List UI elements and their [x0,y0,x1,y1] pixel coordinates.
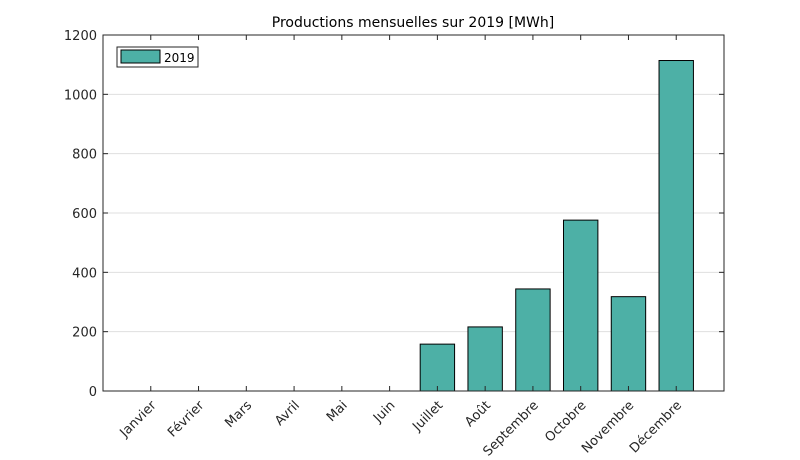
y-tick-label: 200 [72,326,97,341]
x-tick-label: Mars [222,398,255,431]
bar [419,343,456,392]
bar [658,60,694,392]
y-tick-label: 600 [72,207,97,222]
y-tick-label: 1200 [64,29,97,44]
bar [515,288,551,392]
bar [562,219,599,392]
y-tick-label: 0 [89,385,97,400]
x-axis: Janvier Février Mars Avril Mai Juin Juillet Aoû… [117,35,685,459]
y-tick-label: 800 [72,148,97,163]
x-tick-label: Février [165,398,208,441]
y-tick-label: 400 [72,266,97,281]
bars [419,60,694,392]
y-axis: 0 200 400 600 800 1000 1200 [64,29,724,400]
legend-swatch [120,49,161,64]
bar [467,326,503,392]
x-tick-label: Avril [272,398,303,429]
x-tick-label: Janvier [117,398,160,441]
x-tick-label: Mai [324,398,351,425]
x-tick-label: Juin [370,398,398,426]
legend: 2019 [116,46,199,68]
legend-label: 2019 [164,51,195,65]
x-tick-label: Octobre [542,398,589,445]
y-tick-label: 1000 [64,88,97,103]
x-tick-label: Décembre [627,398,685,456]
bar [610,296,647,392]
x-tick-label: Août [462,398,494,430]
chart-title: Productions mensuelles sur 2019 [MWh] [272,15,554,31]
grid [103,93,724,333]
x-tick-label: Juillet [409,398,446,435]
